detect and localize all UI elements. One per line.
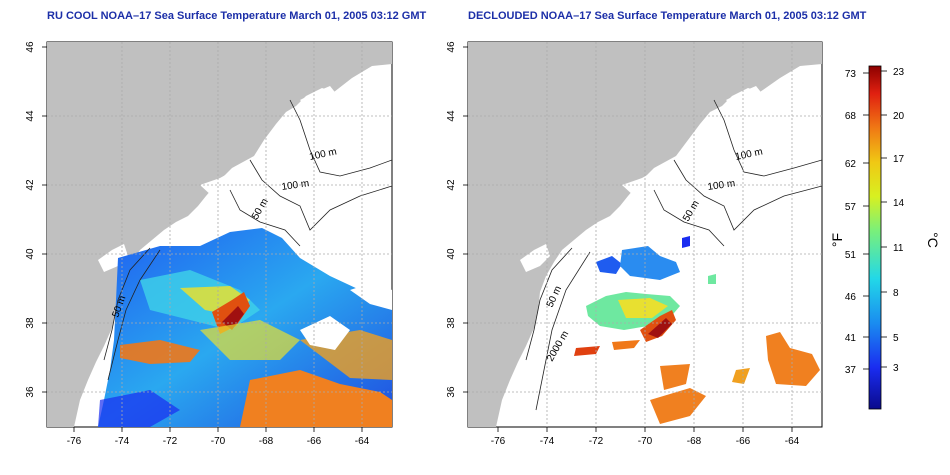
y-tick-label: 38: [25, 317, 36, 329]
left-axis-ticks: -76 -74 -72 -70 -68 -66 -64 36 38 40 42 44 46: [25, 41, 370, 447]
x-tick-label: -72: [589, 436, 604, 447]
x-tick-label: -70: [211, 436, 226, 447]
temperature-colorbar: 73 68 62 57 51 46 41 37 23 20 17 14 11 8 5 3 °F °C: [829, 65, 941, 410]
fahrenheit-unit-label: °F: [829, 233, 845, 247]
y-tick-label: 42: [446, 179, 457, 191]
fahrenheit-tick-label: 57: [845, 202, 857, 213]
land-mass: [47, 42, 392, 427]
x-tick-label: -76: [491, 436, 506, 447]
sst-patch: [596, 256, 622, 274]
fahrenheit-tick-label: 62: [845, 159, 857, 170]
y-tick-label: 44: [446, 110, 457, 122]
fahrenheit-tick-label: 46: [845, 292, 857, 303]
celsius-tick-label: 11: [893, 243, 904, 254]
left-panel-title: RU COOL NOAA–17 Sea Surface Temperature …: [47, 10, 427, 22]
celsius-tick-label: 5: [893, 333, 899, 344]
y-tick-label: 44: [25, 110, 36, 122]
celsius-tick-label: 20: [893, 111, 905, 122]
x-tick-label: -74: [115, 436, 130, 447]
fahrenheit-tick-label: 37: [845, 365, 857, 376]
x-tick-label: -66: [736, 436, 751, 447]
y-tick-label: 46: [446, 41, 457, 53]
x-tick-label: -68: [687, 436, 702, 447]
celsius-tick-label: 17: [893, 154, 905, 165]
x-tick-label: -64: [785, 436, 800, 447]
y-tick-label: 38: [446, 317, 457, 329]
x-tick-label: -72: [163, 436, 178, 447]
y-tick-label: 40: [25, 248, 36, 260]
fahrenheit-tick-label: 73: [845, 69, 857, 80]
celsius-tick-label: 14: [893, 198, 905, 209]
land-mass: [468, 42, 822, 427]
x-tick-label: -70: [638, 436, 653, 447]
colorbar-gradient: [868, 65, 882, 410]
right-panel-title: DECLOUDED NOAA–17 Sea Surface Temperatur…: [468, 10, 867, 22]
x-tick-label: -74: [540, 436, 555, 447]
x-tick-label: -76: [67, 436, 82, 447]
x-tick-label: -66: [307, 436, 322, 447]
right-map-panel: 100 m 100 m 50 m 50 m 2000 m -76 -74 -72 -7…: [446, 41, 823, 447]
x-tick-label: -68: [259, 436, 274, 447]
y-tick-label: 36: [446, 386, 457, 398]
left-map-panel: 100 m 100 m 50 m 50 m -76 -74 -72 -70 -68 -66…: [25, 41, 393, 447]
y-tick-label: 40: [446, 248, 457, 260]
right-axis-ticks: -76 -74 -72 -70 -68 -66 -64 36 38 40 42 44 46: [446, 41, 800, 447]
fahrenheit-tick-label: 51: [845, 250, 857, 261]
celsius-unit-label: °C: [925, 232, 941, 248]
fahrenheit-tick-label: 41: [845, 333, 857, 344]
celsius-tick-label: 23: [893, 67, 905, 78]
contour-label: 100 m: [281, 178, 310, 193]
y-tick-label: 46: [25, 41, 36, 53]
celsius-tick-label: 8: [893, 288, 899, 299]
contour-label: 100 m: [707, 178, 736, 193]
y-tick-label: 36: [25, 386, 36, 398]
fahrenheit-tick-label: 68: [845, 111, 857, 122]
celsius-tick-label: 3: [893, 363, 899, 374]
x-tick-label: -64: [355, 436, 370, 447]
y-tick-label: 42: [25, 179, 36, 191]
